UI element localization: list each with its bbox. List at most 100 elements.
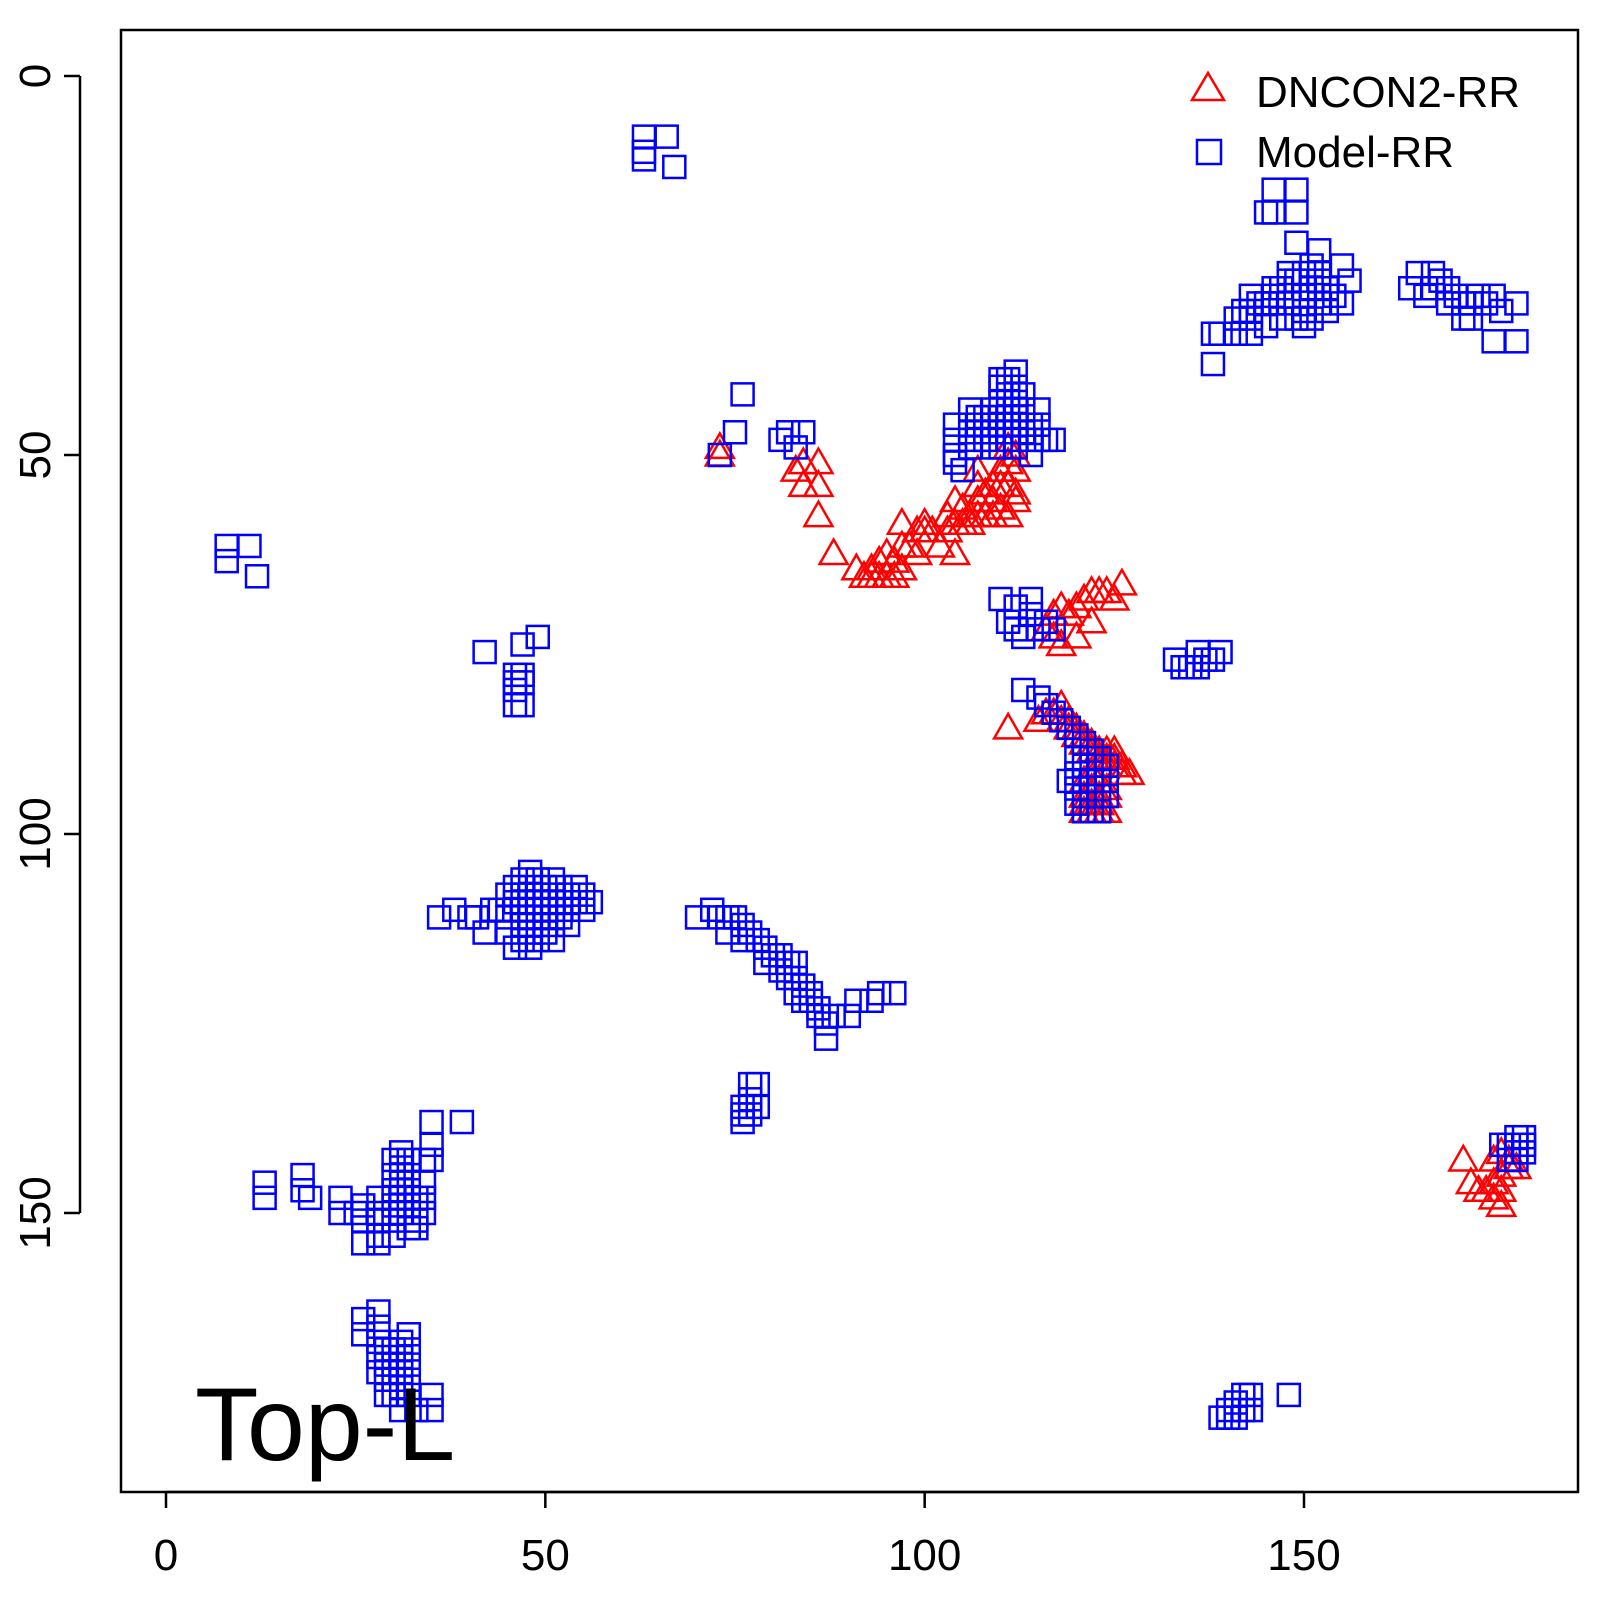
model-rr-point [1481,329,1506,354]
dncon2-rr-point [1098,582,1131,611]
model-rr-point [715,920,740,945]
model-rr-point [1003,617,1028,642]
model-rr-point [525,624,550,650]
model-rr-point [1504,1147,1529,1173]
x-tick-label: 0 [154,1531,178,1580]
legend-label-dncon2-rr: DNCON2-RR [1256,68,1520,117]
x-axis: 0 50 100 150 [154,1490,1341,1580]
model-rr-point [707,442,733,468]
model-rr-point [548,874,573,900]
model-rr-point [366,1329,391,1355]
dncon2-rr-point [900,537,934,566]
dncon2-rr-point [1067,582,1101,611]
model-rr-point [730,382,755,407]
model-rr-point [351,1193,376,1218]
model-rr-point [730,1094,755,1120]
model-rr-point [859,988,884,1014]
model-rr-point [449,1109,475,1135]
model-rr-point [715,905,740,930]
dncon2-rr-point [1454,1166,1488,1195]
model-rr-point [510,662,535,688]
model-rr-point [328,1200,353,1226]
model-rr-point [737,1071,763,1097]
dncon2-rr-point [946,491,979,520]
model-rr-point [464,905,490,930]
model-rr-point [980,420,1006,445]
model-rr-point [1177,654,1203,680]
model-rr-point [1018,442,1044,468]
model-rr-point [1026,617,1051,642]
model-rr-point [1018,412,1044,437]
model-rr-point [1033,609,1059,635]
model-rr-point [1420,275,1446,301]
model-rr-point [768,427,793,453]
model-rr-point [502,889,528,915]
model-rr-point [722,905,748,930]
dncon2-rr-point [976,483,1010,513]
model-rr-point [995,366,1021,392]
model-rr-point [957,427,983,453]
model-rr-point [1329,291,1355,316]
model-rr-point [525,897,550,923]
model-rr-point [1238,1397,1264,1423]
model-rr-point [1511,1140,1537,1165]
model-rr-point [1261,291,1286,316]
y-axis: 0 50 100 150 [11,64,82,1250]
dncon2-rr-point [1105,749,1139,778]
model-rr-point [533,874,558,900]
model-rr-point [510,927,535,953]
model-rr-point [1231,1382,1256,1408]
model-rr-point [1420,260,1446,286]
model-rr-point [1026,685,1051,710]
model-rr-point [1306,238,1332,263]
dncon2-rr-point [802,468,835,498]
model-rr-point [631,147,657,172]
dncon2-rr-point [878,544,911,573]
model-rr-point [995,382,1021,407]
dncon2-rr-point [969,476,1002,505]
model-rr-point [1337,268,1362,293]
model-rr-point [1253,200,1279,225]
model-rr-point [351,1231,376,1256]
model-rr-point [745,927,771,953]
model-rr-point [1458,291,1484,316]
model-rr-point [1291,313,1317,339]
model-rr-point [328,1185,353,1211]
model-rr-point [525,927,550,953]
model-rr-point [533,920,558,945]
model-rr-point [1011,382,1036,407]
model-rr-point [1322,283,1347,309]
dncon2-rr-point [923,529,956,558]
model-rr-point [510,692,535,718]
y-tick-label: 100 [11,797,60,870]
model-rr-point [502,677,528,703]
dncon2-rr-point [1060,620,1093,649]
model-rr-point [791,988,816,1014]
model-rr-point [1223,321,1248,346]
model-rr-point [791,973,816,998]
model-rr-point [1185,639,1211,665]
model-rr-point [1276,268,1302,293]
model-rr-point [1261,200,1286,225]
model-rr-point [366,1223,391,1248]
model-rr-point [373,1337,399,1362]
model-rr-point [1071,753,1097,779]
dncon2-rr-point [1098,734,1131,763]
model-rr-point [381,1147,406,1173]
dncon2-rr-point [787,468,820,498]
dncon2-rr-point [1105,567,1139,596]
model-rr-point [1223,1390,1248,1415]
model-rr-point [973,420,998,445]
model-rr-point [517,874,543,900]
model-rr-point [737,920,763,945]
model-rr-point [1504,329,1529,354]
dncon2-rr-point [991,468,1025,498]
model-rr-point [472,639,497,665]
model-rr-point [737,1087,763,1112]
model-rr-point [1261,275,1286,301]
model-rr-point [995,397,1021,422]
model-rr-point [806,996,831,1021]
model-rr-point [540,927,566,953]
dncon2-rr-point [703,430,736,460]
model-rr-point [1200,351,1226,377]
